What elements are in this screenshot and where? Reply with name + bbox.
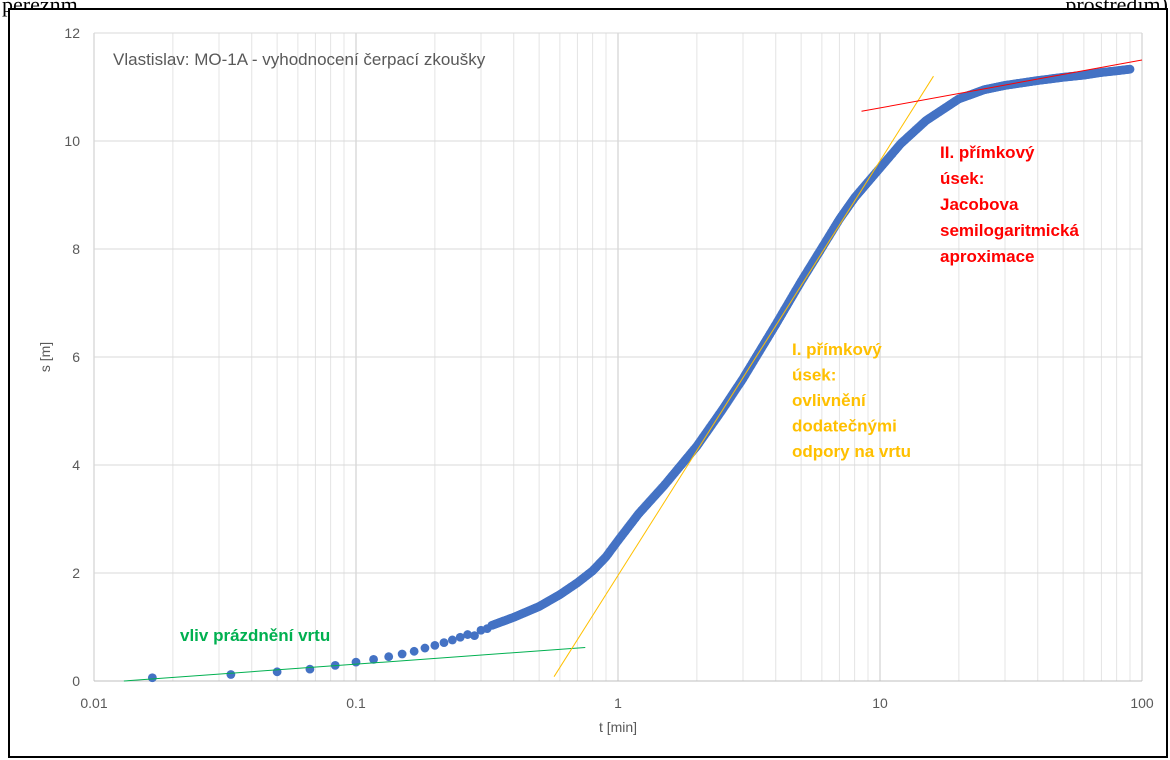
fit-line-orange <box>553 75 934 677</box>
data-point <box>397 649 407 659</box>
x-tick-label: 100 <box>1130 695 1154 711</box>
data-point <box>351 657 361 667</box>
y-tick-label: 4 <box>72 457 80 473</box>
data-point <box>305 664 315 674</box>
data-point <box>369 655 378 664</box>
y-tick-label: 8 <box>72 241 80 257</box>
y-axis-title: s [m] <box>37 342 53 372</box>
x-tick-label: 10 <box>872 695 888 711</box>
data-point <box>439 638 449 648</box>
data-point <box>226 670 236 679</box>
annotation-red: II. přímkový úsek: Jacobova semilogaritmick… <box>940 143 1079 266</box>
y-tick-label: 6 <box>72 349 80 365</box>
annotation-orange: I. přímkový úsek: ovlivnění dodatečnými odpo… <box>792 340 911 461</box>
chart-frame <box>8 8 1168 758</box>
annotation-line: aproximace <box>940 247 1035 266</box>
data-point <box>482 624 492 634</box>
annotation-line: úsek: <box>792 366 836 385</box>
data-point <box>430 640 440 650</box>
annotation-line: ovlivnění <box>792 391 867 410</box>
annotation-line: I. přímkový <box>792 340 882 359</box>
y-tick-label: 10 <box>64 133 80 149</box>
text-layer: Vlastislav: MO-1A - vyhodnocení čerpací … <box>113 50 1143 682</box>
x-axis-title: t [min] <box>599 719 637 735</box>
annotation-green: vliv prázdnění vrtu <box>180 626 330 645</box>
y-tick-label: 12 <box>64 25 80 41</box>
grid-layer <box>93 32 1143 682</box>
data-point <box>272 667 282 677</box>
y-tick-label: 2 <box>72 565 80 581</box>
data-point <box>147 673 157 683</box>
axis-layer: 0 2 4 6 8 10 12 0.01 0.1 1 10 100 t [min] s [m] <box>37 25 1154 735</box>
data-point <box>420 643 430 653</box>
data-point <box>384 652 394 662</box>
x-tick-label: 0.01 <box>80 695 107 711</box>
data-point <box>463 630 473 639</box>
data-point <box>455 632 465 642</box>
chart-title: Vlastislav: MO-1A - vyhodnocení čerpací … <box>113 50 486 69</box>
annotation-line: vliv prázdnění vrtu <box>180 626 330 645</box>
x-tick-label: 0.1 <box>346 695 366 711</box>
data-point <box>447 635 457 645</box>
annotation-line: odpory na vrtu <box>792 442 911 461</box>
annotation-line: dodatečnými <box>792 417 897 436</box>
fit-line-red <box>861 59 1143 112</box>
y-tick-label: 0 <box>72 673 80 689</box>
annotation-line: úsek: <box>940 169 984 188</box>
annotation-line: semilogaritmická <box>940 221 1079 240</box>
data-point <box>1125 64 1135 74</box>
data-point <box>470 631 479 641</box>
data-point <box>409 646 419 656</box>
fit-line-green <box>123 647 586 682</box>
x-tick-label: 1 <box>614 695 622 711</box>
annotation-line: Jacobova <box>940 195 1019 214</box>
annotation-line: II. přímkový <box>940 143 1035 162</box>
